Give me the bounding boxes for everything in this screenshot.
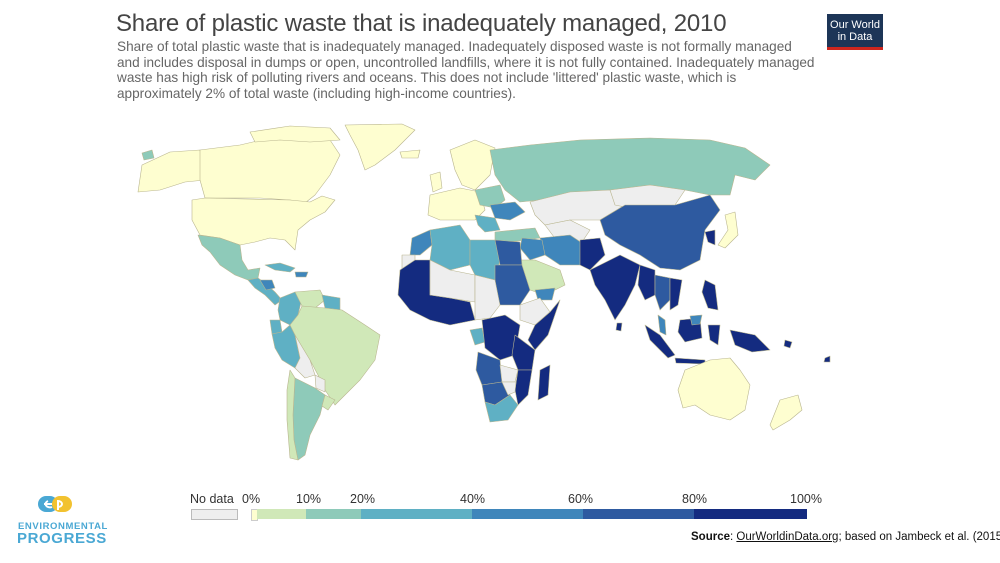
legend-bin-20-40[interactable] — [361, 509, 472, 519]
country-canada-islands — [249, 125, 341, 143]
country-argentina — [292, 377, 326, 461]
country-india — [589, 254, 641, 321]
country-egypt — [494, 239, 523, 266]
country-pacific-islands — [783, 339, 831, 363]
country-algeria — [429, 224, 471, 271]
country-myanmar — [637, 264, 656, 301]
country-morocco — [409, 229, 433, 256]
legend-tick-10: 10% — [296, 492, 322, 506]
legend-tick-60: 60% — [568, 492, 594, 506]
country-russia — [489, 137, 771, 203]
country-ukraine — [489, 201, 526, 221]
legend-tick-0: 0% — [242, 492, 261, 506]
map-legend: No data 0% 10% 20% 40% 60% 80% 100% — [190, 492, 830, 522]
legend-bin-60-80[interactable] — [583, 509, 694, 519]
country-brazil — [289, 305, 381, 406]
legend-tick-40: 40% — [460, 492, 486, 506]
country-balkans — [474, 214, 501, 233]
country-honduras — [259, 279, 276, 291]
legend-bin-80-100[interactable] — [694, 509, 807, 519]
country-alaska-island — [141, 149, 155, 161]
country-mauritania-westafrica — [397, 259, 476, 326]
owid-logo-line1: Our World — [830, 18, 880, 31]
source-label: Source — [691, 531, 730, 543]
country-uk — [429, 171, 443, 193]
country-borneo-north — [689, 314, 703, 326]
environmental-progress-logo-icon — [38, 496, 72, 512]
country-java — [674, 357, 706, 365]
country-new-zealand — [769, 394, 803, 431]
country-alaska — [137, 149, 206, 193]
country-thailand-laos — [654, 274, 671, 311]
country-zambia — [499, 364, 519, 383]
legend-no-data-swatch[interactable] — [191, 509, 238, 520]
country-scandinavia — [449, 139, 496, 191]
chart-title: Share of plastic waste that is inadequat… — [116, 10, 727, 37]
country-sumatra — [644, 324, 676, 359]
legend-bin-1-10[interactable] — [257, 509, 306, 519]
legend-bin-40-60[interactable] — [472, 509, 583, 519]
country-iceland — [399, 149, 421, 159]
country-cuba — [264, 262, 296, 273]
country-yemen — [534, 287, 556, 301]
country-zimbabwe — [501, 381, 517, 396]
legend-bin-10-20[interactable] — [306, 509, 361, 519]
source-citation: Source: OurWorldinData.org; based on Jam… — [691, 531, 1000, 543]
country-ecuador — [269, 319, 283, 335]
legend-tick-80: 80% — [682, 492, 708, 506]
org-name-line2: PROGRESS — [17, 530, 107, 547]
country-sulawesi — [707, 324, 721, 346]
country-australia — [677, 357, 751, 421]
country-uruguay — [321, 394, 336, 411]
country-china — [599, 194, 721, 271]
country-pakistan-afg — [579, 237, 606, 271]
owid-logo[interactable]: Our World in Data — [827, 14, 883, 50]
country-south-africa — [484, 394, 519, 423]
country-paraguay — [314, 374, 326, 393]
country-greenland — [344, 123, 416, 171]
country-venezuela — [294, 289, 326, 309]
country-madagascar — [537, 364, 551, 401]
owid-logo-line2: in Data — [837, 30, 873, 43]
country-hispaniola — [294, 271, 309, 278]
country-gabon-congo — [469, 327, 486, 346]
country-new-guinea — [729, 329, 771, 353]
legend-tick-100: 100% — [790, 492, 822, 506]
source-link[interactable]: OurWorldinData.org — [736, 531, 839, 543]
country-korea — [704, 229, 716, 246]
country-malaysia — [657, 314, 667, 336]
country-canada — [199, 131, 341, 204]
country-western-europe — [427, 187, 486, 221]
country-japan — [717, 211, 739, 249]
legend-tick-20: 20% — [350, 492, 376, 506]
country-chile — [286, 369, 299, 461]
country-bolivia — [294, 334, 316, 379]
chart-subtitle: Share of total plastic waste that is ina… — [117, 39, 815, 101]
country-mongolia — [609, 184, 686, 209]
country-iraq-syria — [519, 237, 546, 261]
country-sri-lanka — [615, 322, 623, 332]
legend-no-data-label: No data — [190, 492, 234, 506]
country-vietnam — [669, 277, 683, 311]
source-rest: ; based on Jambeck et al. (2015) — [838, 531, 1000, 543]
world-map — [137, 123, 831, 461]
country-philippines — [701, 279, 719, 311]
country-mozambique — [514, 369, 533, 406]
country-somalia-kenya — [527, 299, 561, 351]
org-name-line1: ENVIRONMENTAL — [18, 521, 108, 532]
